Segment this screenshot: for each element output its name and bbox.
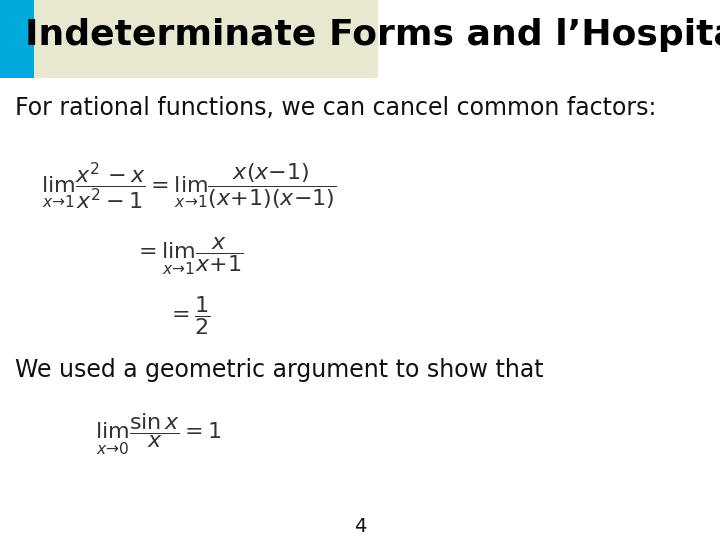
- FancyBboxPatch shape: [0, 0, 378, 78]
- Text: $= \lim_{x \to 1} \dfrac{x}{x + 1}$: $= \lim_{x \to 1} \dfrac{x}{x + 1}$: [135, 236, 244, 277]
- Text: For rational functions, we can cancel common factors:: For rational functions, we can cancel co…: [15, 96, 657, 120]
- Text: Indeterminate Forms and l’Hospital’s Rule: Indeterminate Forms and l’Hospital’s Rul…: [24, 18, 720, 52]
- Text: $\lim_{x \to 1} \dfrac{x^2 - x}{x^2 - 1} = \lim_{x \to 1} \dfrac{x(x-1)}{(x+1)(x: $\lim_{x \to 1} \dfrac{x^2 - x}{x^2 - 1}…: [41, 160, 337, 212]
- FancyBboxPatch shape: [0, 0, 34, 78]
- Text: $= \dfrac{1}{2}$: $= \dfrac{1}{2}$: [167, 294, 211, 338]
- Text: $\lim_{x \to 0} \dfrac{\sin x}{x} = 1$: $\lim_{x \to 0} \dfrac{\sin x}{x} = 1$: [96, 412, 222, 457]
- Text: We used a geometric argument to show that: We used a geometric argument to show tha…: [15, 358, 544, 382]
- Text: 4: 4: [354, 517, 367, 536]
